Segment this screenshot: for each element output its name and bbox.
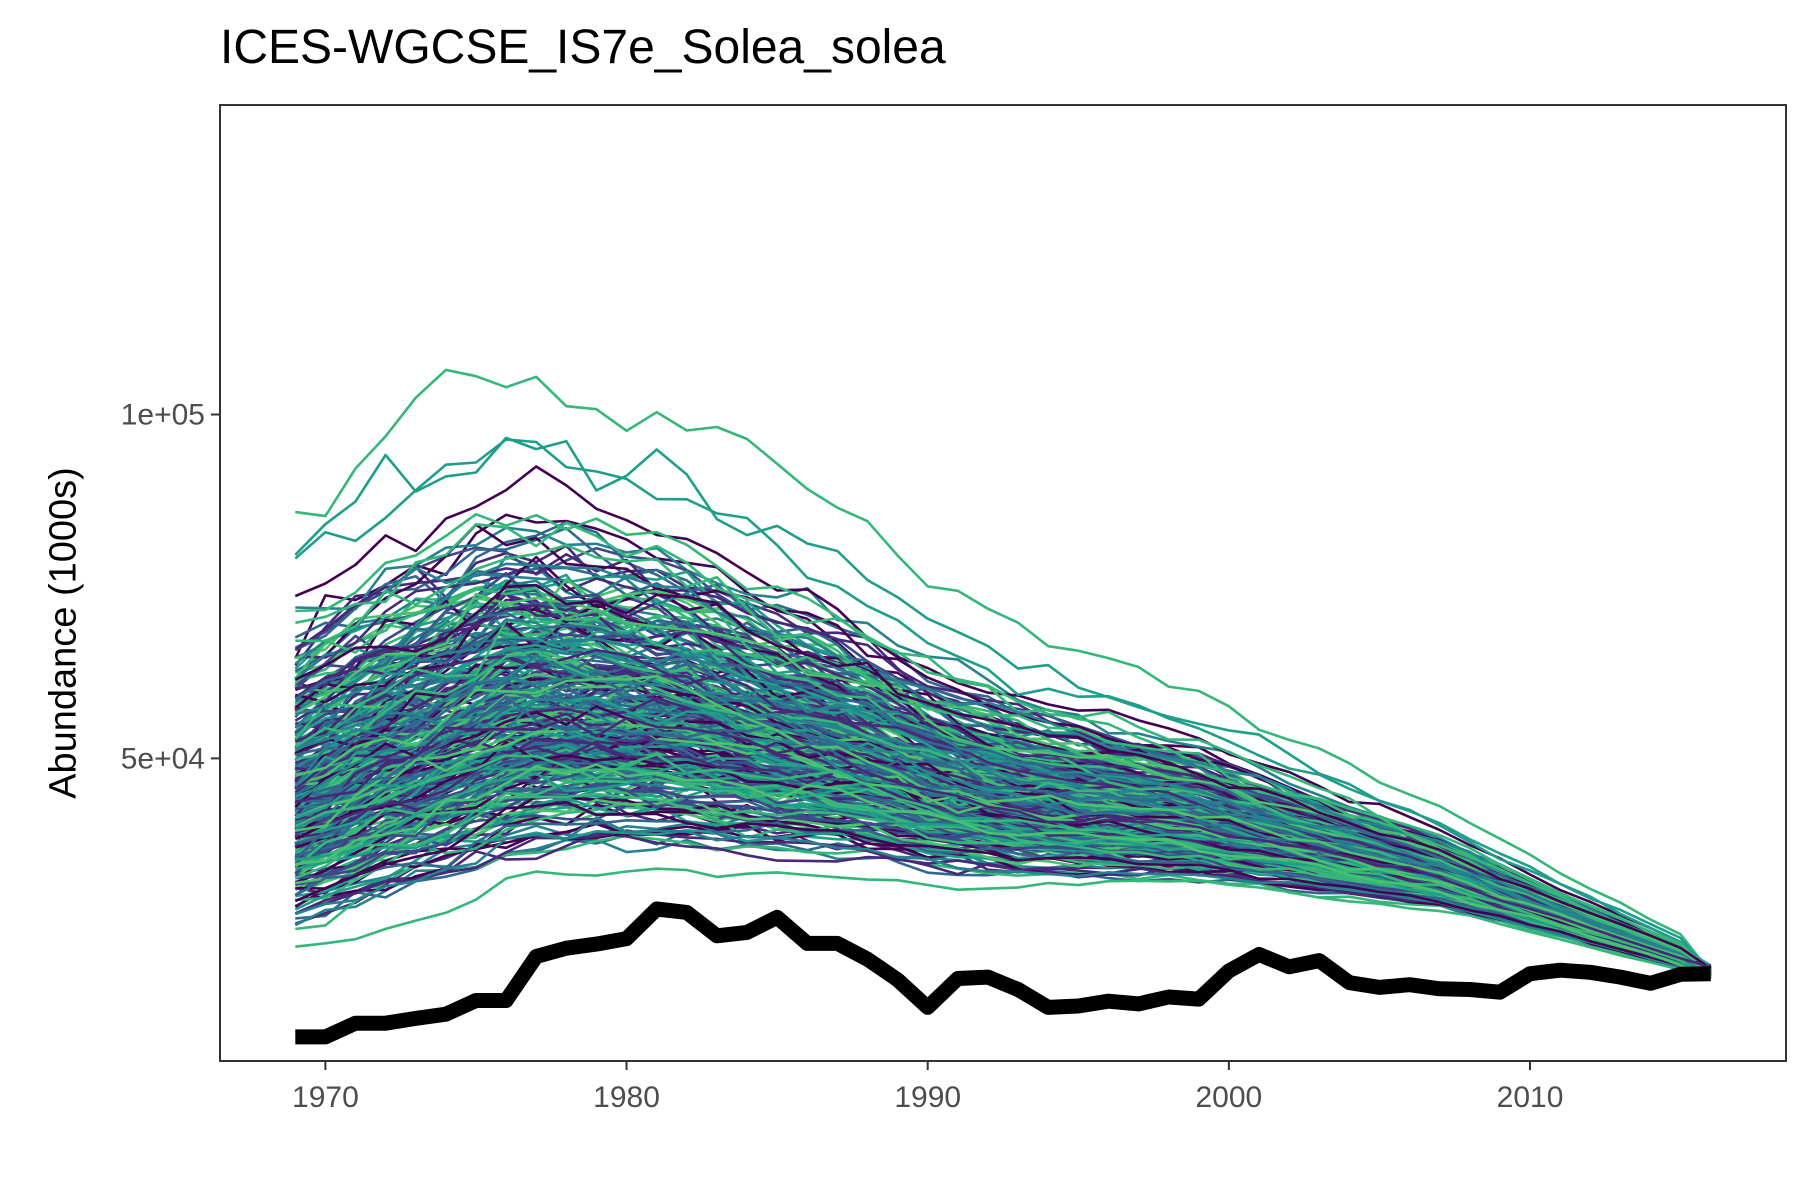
simulated-series-line [294, 753, 1712, 980]
simulated-series-line [295, 602, 1712, 971]
x-tick-label: 1970 [292, 1081, 359, 1114]
simulated-series-line [295, 543, 1712, 969]
y-tick-label: 1e+05 [121, 398, 205, 431]
x-tick-label: 1990 [894, 1081, 961, 1114]
reference-series-group [295, 901, 1711, 1045]
simulated-series-line [295, 368, 1712, 974]
simulated-series-line [294, 562, 1712, 970]
simulated-series-line [295, 512, 1712, 973]
simulated-series-line [294, 521, 1712, 975]
simulated-series-line [294, 438, 1712, 970]
simulated-series-line [294, 592, 1712, 973]
chart-title: ICES-WGCSE_IS7e_Solea_solea [220, 21, 946, 74]
y-tick-label: 5e+04 [121, 742, 205, 775]
simulated-series-group [294, 368, 1712, 980]
x-tick-label: 2000 [1195, 1081, 1262, 1114]
simulated-series-line [295, 716, 1712, 969]
simulated-series-line [294, 618, 1712, 974]
simulated-series-line [295, 763, 1712, 979]
simulated-series-line [294, 674, 1712, 973]
x-axis: 1970 1980 1990 2000 2010 [292, 1061, 1563, 1114]
simulated-series-line [295, 648, 1712, 976]
plot-panel-border [219, 104, 1787, 1062]
x-tick-label: 1980 [593, 1081, 660, 1114]
simulated-series-line [294, 436, 1712, 976]
simulated-series-line [294, 816, 1711, 972]
simulated-series-line [294, 800, 1711, 973]
simulated-series-line [294, 655, 1712, 977]
reference-series-line [295, 901, 1711, 1045]
simulated-series-line [295, 521, 1712, 977]
y-axis: 5e+04 1e+05 [121, 398, 220, 775]
x-tick-label: 2010 [1497, 1081, 1564, 1114]
simulated-series-line [294, 583, 1712, 970]
simulated-series-line [294, 818, 1711, 973]
simulated-series-line [295, 867, 1711, 972]
